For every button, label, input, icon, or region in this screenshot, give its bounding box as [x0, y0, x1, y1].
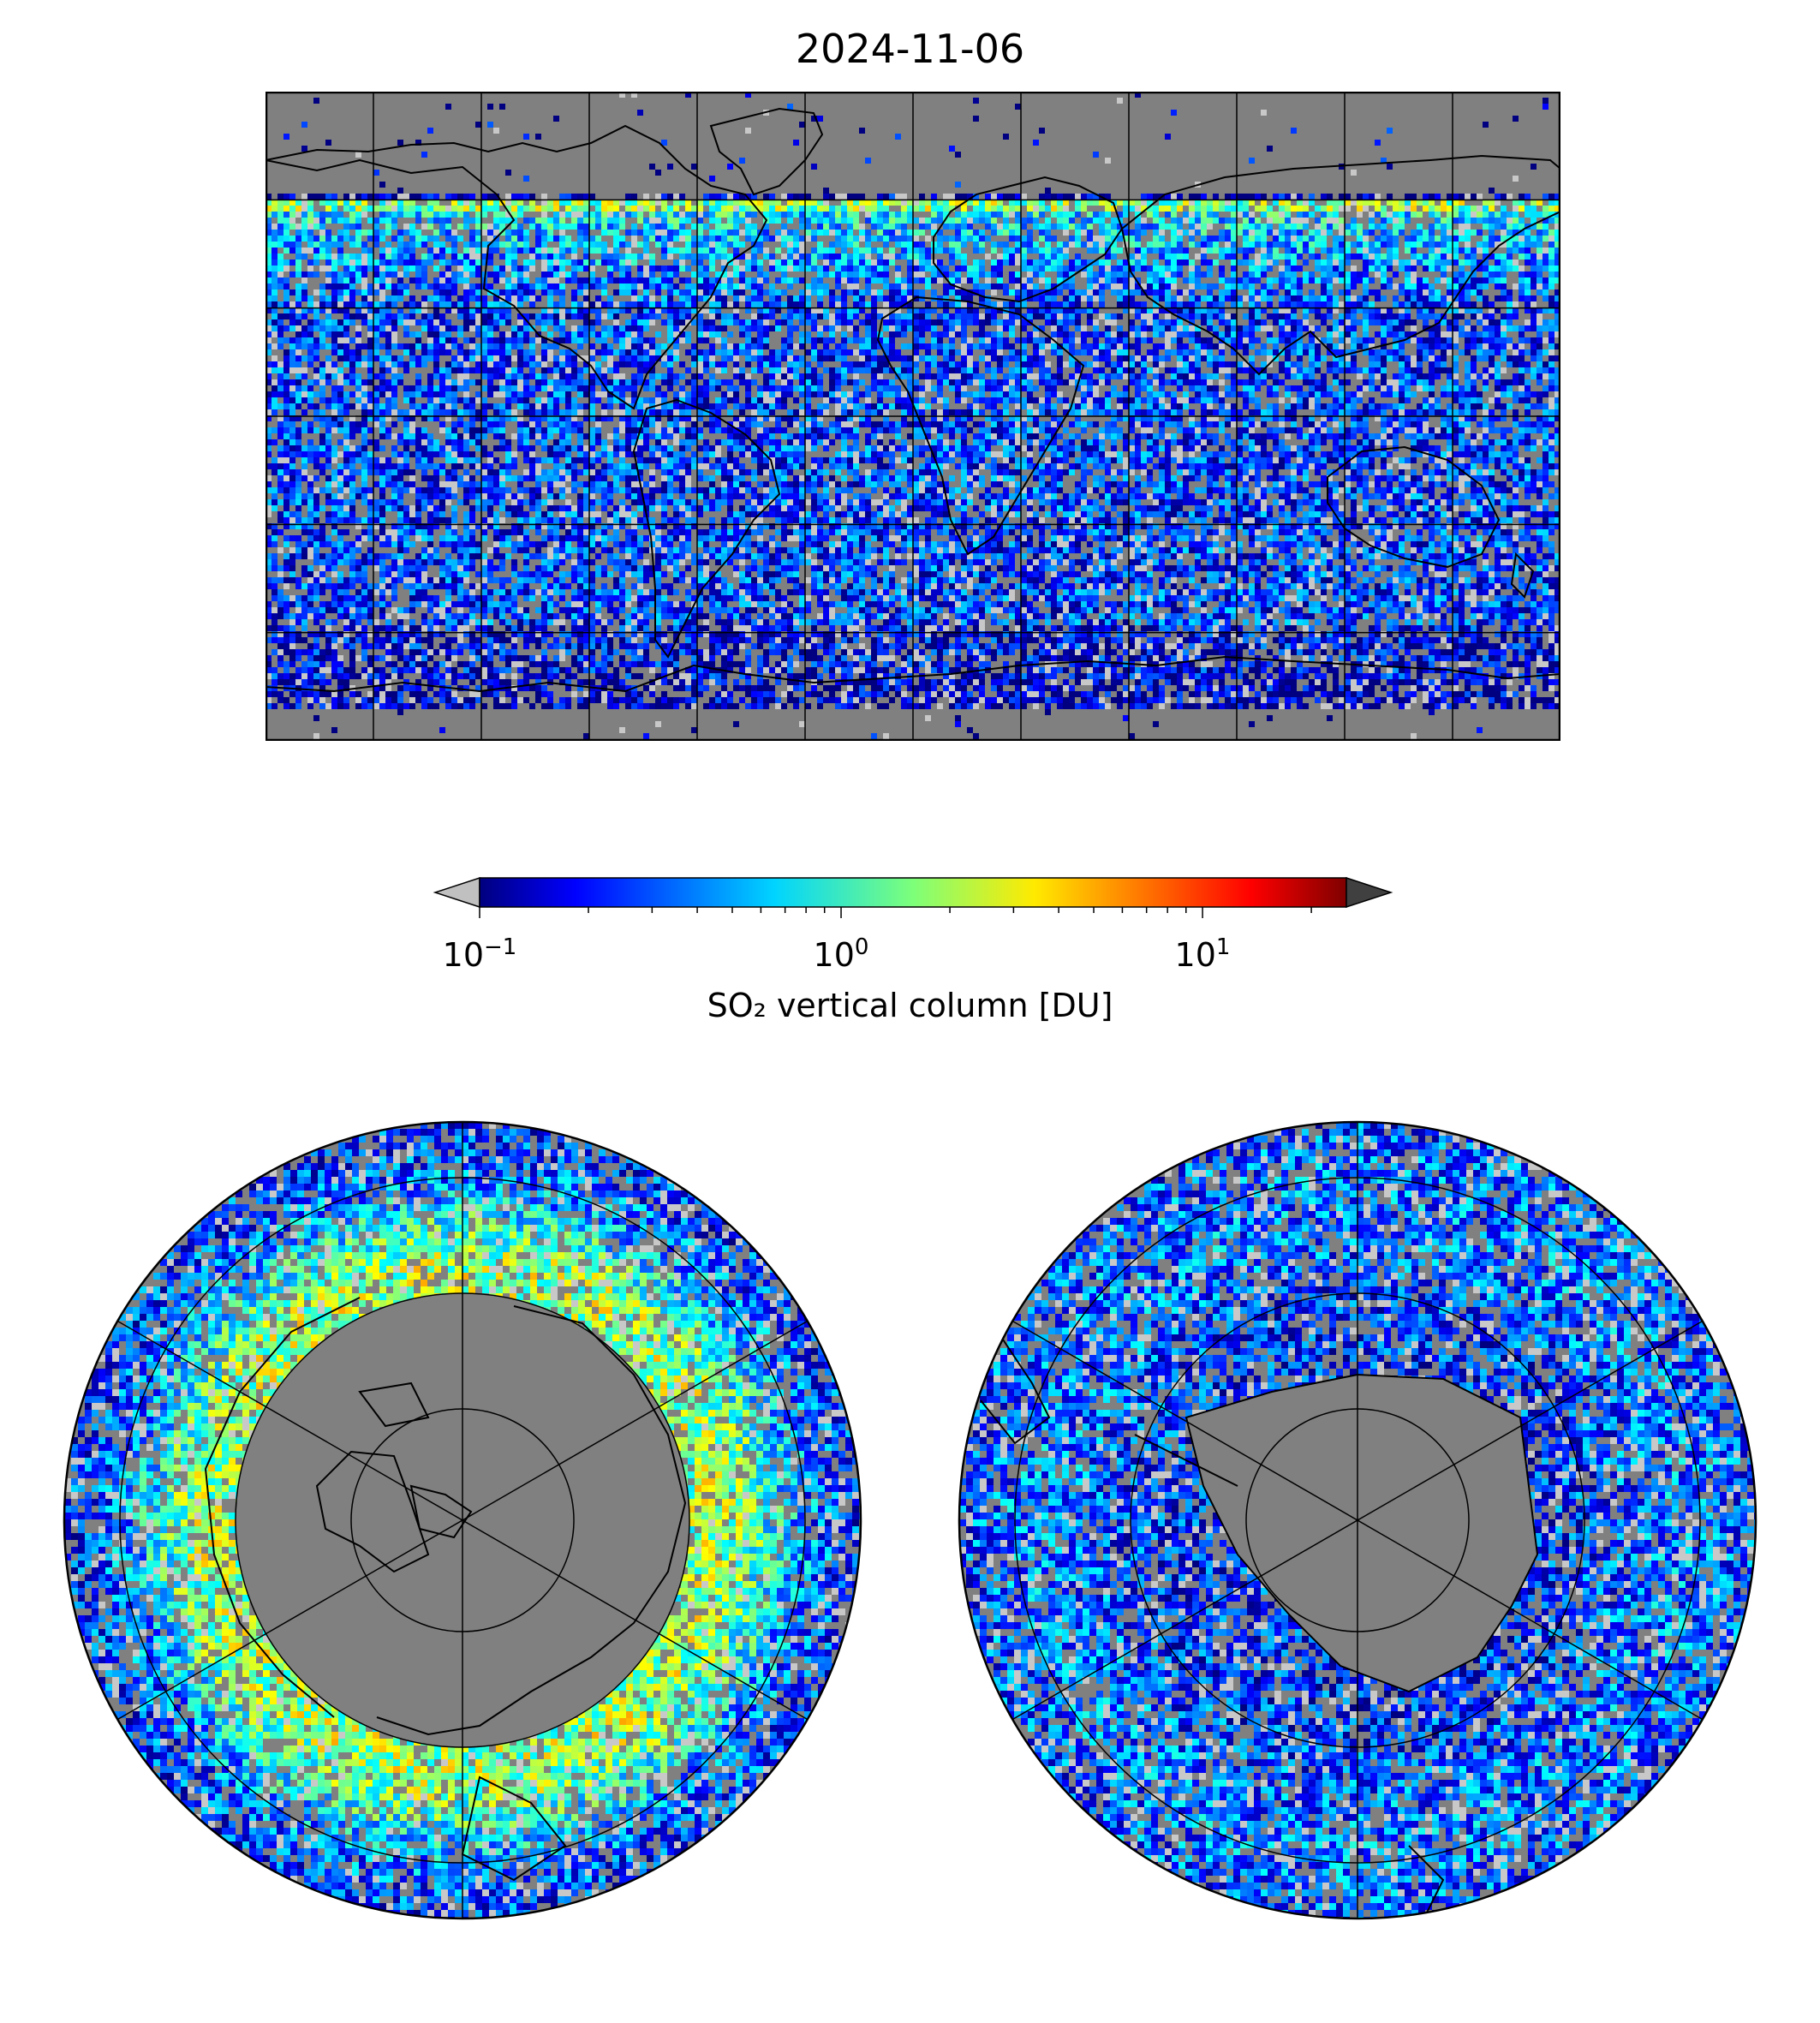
coastline-greenland: [315, 1450, 430, 1573]
graticule-layer: [266, 92, 1560, 741]
colorbar-under-extension: [433, 876, 480, 909]
global-map: [266, 92, 1560, 741]
coastline-africa: [876, 295, 1085, 556]
coastline-antarctica: [1184, 1373, 1539, 1693]
map-frame: [958, 1120, 1757, 1920]
colorbar-over-extension: [1346, 876, 1393, 909]
colorbar: 10−1 100 101: [433, 876, 1393, 974]
coastline-eurasia: [376, 1305, 687, 1736]
coastline-north-america: [266, 124, 768, 410]
colorbar-label: SO₂ vertical column [DU]: [0, 987, 1820, 1024]
colorbar-gradient: [479, 877, 1347, 908]
map-frame: [63, 1120, 862, 1920]
map-title: 2024-11-06: [0, 26, 1820, 72]
graticule-layer: [113, 1122, 812, 1919]
colorbar-tick-label: 100: [814, 934, 869, 974]
coastline-scandinavia: [461, 1775, 567, 1882]
coastlines-layer: [980, 1331, 1539, 1915]
coastline-antarctic-peninsula: [1134, 1434, 1238, 1487]
coastline-south-america: [632, 398, 781, 659]
coastline-north-america: [204, 1297, 361, 1718]
so2-field-layer: [266, 92, 1560, 741]
coastline-asia: [1120, 154, 1560, 376]
coastlines-layer: [204, 1297, 687, 1882]
south-polar-map: [958, 1120, 1757, 1920]
coastline-new-zealand: [1510, 552, 1535, 599]
coastlines-layer: [266, 107, 1560, 693]
map-frame: [266, 92, 1560, 741]
coastline-europe: [933, 176, 1124, 303]
north-polar-map: [63, 1120, 862, 1920]
coastline-south-america: [980, 1331, 1051, 1445]
graticule-layer: [1008, 1122, 1707, 1919]
colorbar-ticks: [479, 907, 1312, 918]
colorbar-tick-label: 10−1: [443, 934, 517, 974]
coastline-antarctica: [266, 655, 1560, 693]
colorbar-tick-label: 101: [1175, 934, 1231, 974]
antarctica-nodata: [1186, 1375, 1537, 1692]
